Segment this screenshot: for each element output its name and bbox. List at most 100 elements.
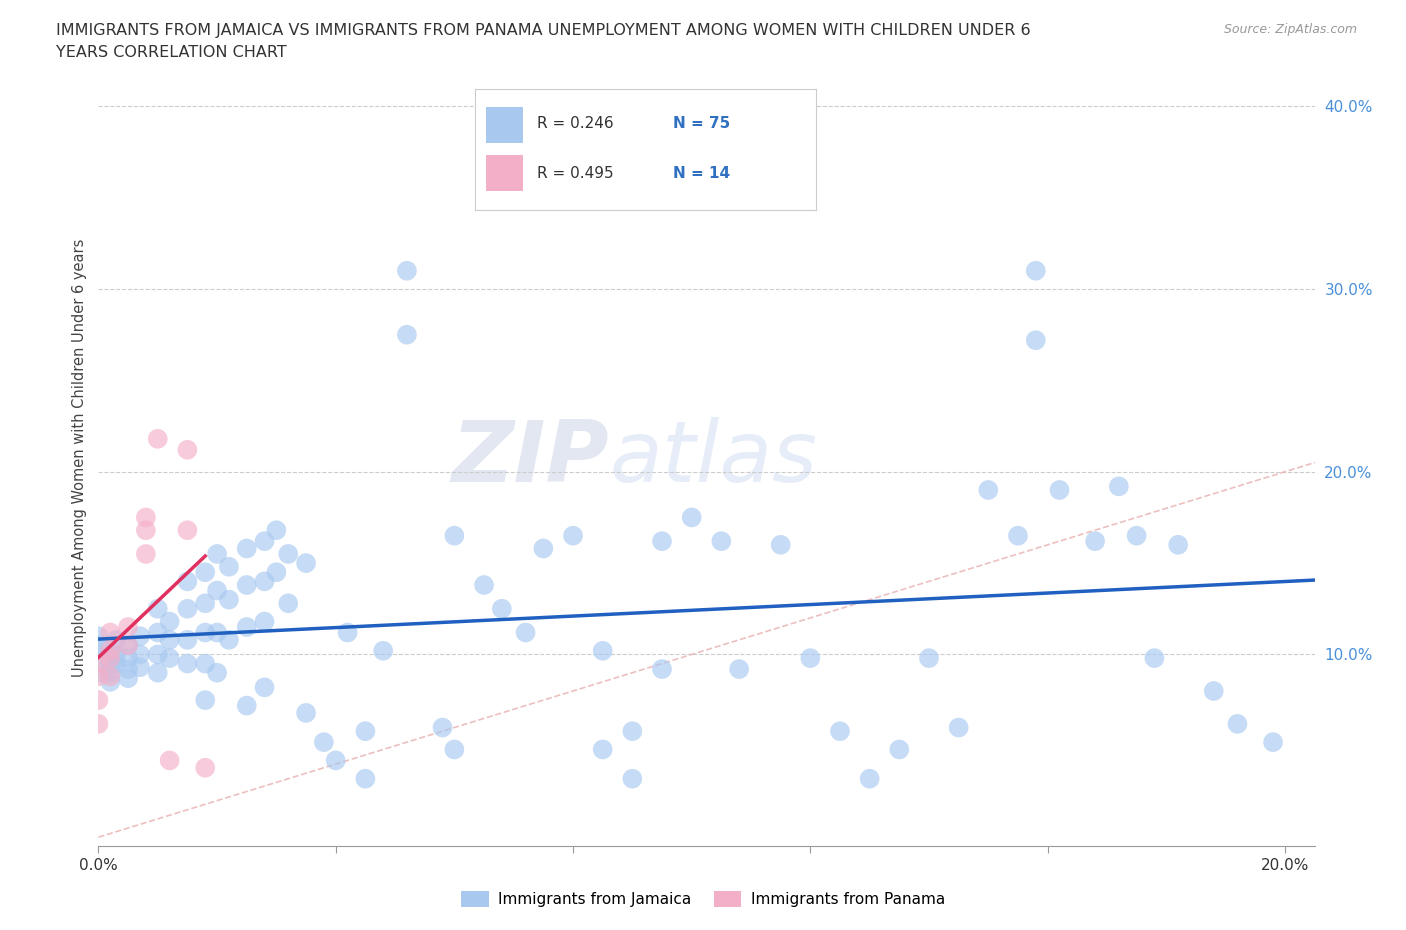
Point [432,720,454,735]
Point [146,625,169,640]
Point [98,651,121,666]
Point [146,647,169,662]
Point [491,602,513,617]
Point [1025,333,1047,348]
Point [312,735,335,750]
Point [918,651,941,666]
Text: atlas: atlas [609,417,817,499]
Point [129,629,152,644]
Point [159,753,181,768]
Point [948,720,970,735]
Point [395,327,418,342]
Point [592,644,614,658]
Point [889,742,911,757]
Point [205,665,228,680]
Point [205,625,228,640]
Point [98,644,121,658]
Point [194,596,217,611]
Point [205,583,228,598]
Point [194,625,217,640]
Point [1143,651,1166,666]
Point [472,578,495,592]
Point [117,661,139,676]
Point [859,771,882,786]
Point [325,753,347,768]
Point [176,443,198,458]
Point [977,483,1000,498]
Point [176,632,198,647]
Point [592,742,614,757]
Point [1167,538,1189,552]
Point [253,680,276,695]
Point [87,629,110,644]
Point [176,523,198,538]
Point [354,771,377,786]
Point [159,614,181,629]
Point [194,761,217,776]
Point [117,651,139,666]
Point [395,263,418,278]
Point [253,534,276,549]
Point [159,651,181,666]
Point [146,602,169,617]
Point [194,565,217,579]
Point [235,619,257,634]
Point [87,665,110,680]
Point [135,510,157,525]
Point [117,638,139,653]
Point [1125,528,1147,543]
Point [218,559,240,574]
Text: IMMIGRANTS FROM JAMAICA VS IMMIGRANTS FROM PANAMA UNEMPLOYMENT AMONG WOMEN WITH : IMMIGRANTS FROM JAMAICA VS IMMIGRANTS FR… [56,23,1031,38]
Point [651,534,673,549]
Point [681,510,703,525]
Point [1049,483,1071,498]
Point [253,574,276,589]
Point [531,541,554,556]
Point [443,528,465,543]
Point [443,742,465,757]
Point [87,638,110,653]
Point [129,659,152,674]
Point [218,632,240,647]
Point [373,644,395,658]
Point [354,724,377,738]
Point [98,625,121,640]
Point [117,638,139,653]
Point [87,693,110,708]
Point [1226,716,1249,731]
Point [1202,684,1225,698]
Point [98,669,121,684]
Point [176,602,198,617]
Point [98,674,121,689]
Point [117,671,139,685]
Point [295,555,318,570]
Point [205,547,228,562]
Point [87,669,110,684]
Point [105,632,128,647]
Legend: Immigrants from Jamaica, Immigrants from Panama: Immigrants from Jamaica, Immigrants from… [456,884,950,913]
Point [98,665,121,680]
Point [129,647,152,662]
Point [266,523,288,538]
Point [277,596,299,611]
Text: ZIP: ZIP [451,417,609,499]
Point [1108,479,1130,494]
Point [710,534,733,549]
Point [295,706,318,721]
Point [218,592,240,607]
Point [515,625,537,640]
Point [1084,534,1107,549]
Point [87,716,110,731]
Point [336,625,359,640]
Point [621,771,644,786]
Point [253,614,276,629]
Point [828,724,851,738]
Point [1025,263,1047,278]
Point [194,693,217,708]
Y-axis label: Unemployment Among Women with Children Under 6 years: Unemployment Among Women with Children U… [72,239,87,677]
Point [146,432,169,446]
Point [235,698,257,713]
Point [769,538,792,552]
Point [146,665,169,680]
Point [135,523,157,538]
